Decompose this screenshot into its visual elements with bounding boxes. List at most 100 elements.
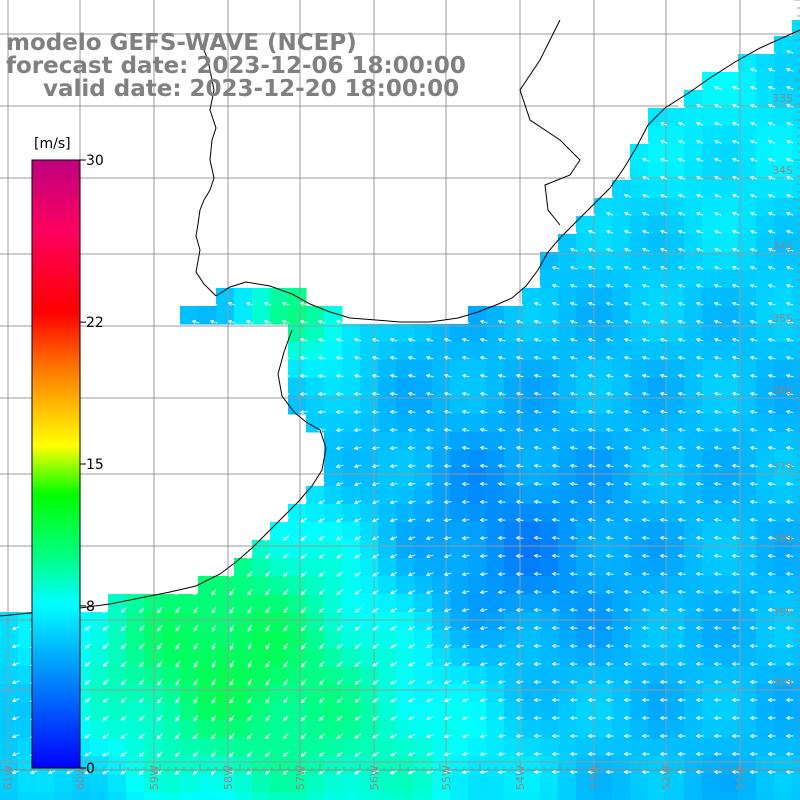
wind-arrow	[461, 770, 470, 775]
wind-cell	[0, 792, 19, 800]
wind-arrow	[300, 499, 308, 505]
wind-cell	[306, 360, 325, 379]
wind-cell	[756, 108, 775, 127]
wind-cell	[774, 180, 793, 199]
wind-cell	[594, 792, 613, 800]
wind-cell	[324, 342, 343, 361]
wind-arrow	[641, 337, 650, 342]
wind-arrow	[247, 660, 252, 668]
wind-arrow	[695, 445, 704, 450]
wind-cell	[576, 774, 595, 793]
wind-arrow	[605, 571, 614, 576]
wind-arrow	[336, 769, 344, 775]
wind-arrow	[767, 427, 776, 432]
wind-cell	[792, 522, 800, 541]
wind-arrow	[336, 715, 343, 721]
wind-arrow	[659, 373, 668, 378]
wind-arrow	[479, 698, 488, 703]
wind-arrow	[605, 661, 614, 667]
wind-cell	[666, 378, 685, 397]
wind-arrow	[749, 175, 758, 180]
wind-arrow	[336, 697, 343, 704]
wind-arrow	[695, 661, 704, 667]
wind-cell	[198, 306, 217, 325]
wind-cell	[468, 576, 487, 595]
wind-cell	[504, 558, 523, 577]
wind-cell	[270, 648, 289, 667]
wind-cell	[702, 198, 721, 217]
wind-cell	[216, 684, 235, 703]
wind-cell	[216, 666, 235, 685]
wind-cell	[306, 630, 325, 649]
wind-arrow	[623, 193, 632, 198]
wind-arrow	[263, 319, 272, 324]
wind-arrow	[229, 678, 235, 686]
wind-cell	[702, 414, 721, 433]
wind-arrow	[390, 752, 398, 757]
wind-arrow	[102, 733, 110, 739]
wind-cell	[90, 666, 109, 685]
wind-cell	[612, 684, 631, 703]
wind-arrow	[157, 660, 163, 668]
wind-arrow	[479, 770, 488, 775]
wind-cell	[504, 594, 523, 613]
wind-arrow	[533, 535, 542, 540]
wind-cell	[306, 738, 325, 757]
wind-cell	[594, 684, 613, 703]
wind-arrow	[713, 733, 722, 739]
wind-arrow	[300, 517, 308, 523]
wind-cell	[324, 792, 343, 800]
wind-cell	[36, 774, 55, 793]
wind-cell	[756, 648, 775, 667]
wind-arrow	[587, 445, 596, 450]
wind-cell	[738, 90, 757, 109]
wind-cell	[720, 72, 739, 91]
wind-cell	[774, 612, 793, 631]
wind-cell	[648, 108, 667, 127]
wind-arrow	[677, 175, 686, 180]
wind-arrow	[695, 517, 704, 522]
wind-arrow	[767, 67, 776, 72]
wind-arrow	[497, 535, 506, 541]
wind-arrow	[749, 391, 758, 396]
wind-arrow	[264, 751, 271, 758]
wind-cell	[522, 522, 541, 541]
wind-arrow	[354, 553, 362, 559]
wind-arrow	[713, 643, 722, 649]
wind-cell	[342, 360, 361, 379]
wind-arrow	[767, 679, 776, 685]
wind-arrow	[587, 643, 596, 649]
wind-cell	[738, 468, 757, 487]
wind-cell	[612, 342, 631, 361]
wind-arrow	[300, 589, 307, 596]
wind-arrow	[713, 589, 722, 594]
wind-arrow	[623, 733, 632, 739]
wind-cell	[126, 594, 145, 613]
wind-arrow	[372, 679, 380, 685]
wind-arrow	[283, 715, 289, 722]
wind-cell	[558, 540, 577, 559]
wind-cell	[198, 576, 217, 595]
wind-cell	[576, 468, 595, 487]
wind-cell	[486, 648, 505, 667]
wind-cell	[252, 630, 271, 649]
wind-arrow	[425, 752, 434, 757]
wind-arrow	[371, 337, 380, 342]
wind-cell	[108, 774, 127, 793]
wind-arrow	[372, 661, 380, 667]
wind-arrow	[659, 643, 668, 649]
wind-cell	[792, 684, 800, 703]
wind-cell	[648, 342, 667, 361]
wind-cell	[540, 432, 559, 451]
wind-cell	[630, 162, 649, 181]
wind-arrow	[407, 752, 416, 757]
wind-arrow	[246, 751, 253, 758]
wind-arrow	[425, 355, 434, 360]
wind-cell	[234, 576, 253, 595]
wind-cell	[216, 702, 235, 721]
wind-arrow	[767, 373, 776, 378]
wind-arrow	[551, 391, 560, 396]
wind-arrow	[677, 697, 686, 703]
wind-arrow	[390, 625, 398, 631]
